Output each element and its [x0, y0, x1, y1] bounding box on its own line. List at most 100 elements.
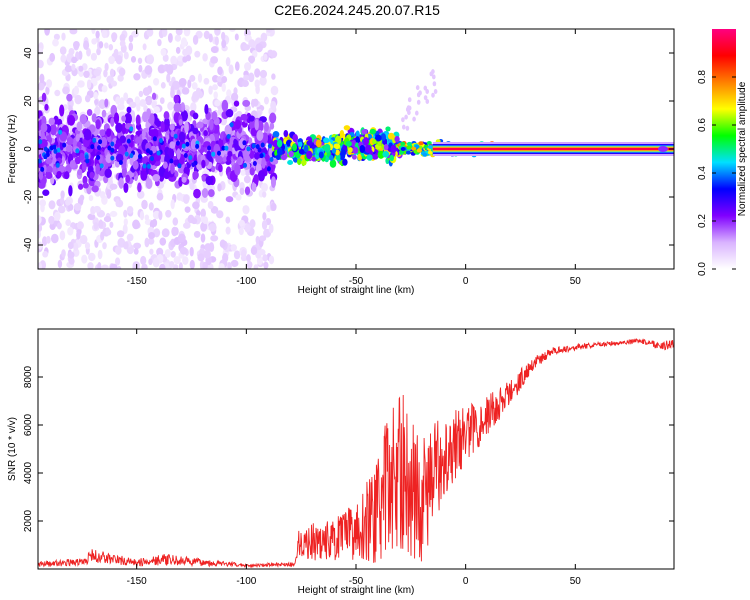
heatmap-cell: [211, 111, 218, 121]
heatmap-cell: [256, 130, 264, 141]
heatmap-cell: [91, 38, 97, 45]
heatmap-cell: [94, 106, 101, 116]
heatmap-cell: [144, 65, 153, 75]
heatmap-cell: [180, 102, 186, 112]
heatmap-cell: [138, 90, 144, 98]
heatmap-cell: [104, 42, 109, 49]
heatmap-cell: [255, 235, 260, 245]
heatmap-cell: [149, 113, 155, 126]
heatmap-cell: [59, 46, 67, 55]
heatmap-cell: [306, 140, 313, 146]
heatmap-cell: [230, 259, 239, 268]
heatmap-cell: [126, 138, 131, 144]
spectrogram-y-ticks: -40 -20 0 20 40: [23, 47, 674, 252]
heatmap-cell: [411, 146, 417, 151]
heatmap-cell: [76, 121, 83, 132]
heatmap-cell: [323, 137, 330, 144]
heatmap-cell: [244, 62, 252, 71]
heatmap-cell: [244, 223, 251, 233]
heatmap-cell: [81, 254, 88, 264]
heatmap-cell: [79, 113, 88, 125]
heatmap-cell: [43, 154, 48, 160]
heatmap-cell: [126, 106, 132, 114]
heatmap-cell: [182, 256, 189, 265]
heatmap-cell: [50, 233, 59, 244]
heatmap-cell: [38, 47, 44, 55]
heatmap-cell: [233, 250, 241, 260]
heatmap-cell: [318, 151, 324, 159]
heatmap-cell: [115, 257, 121, 266]
heatmap-cell: [382, 151, 390, 158]
heatmap-cell: [54, 89, 61, 97]
colorbar-tick-label: 0.0: [697, 262, 708, 276]
x-tick-label: -150: [127, 276, 147, 287]
heatmap-cell: [78, 70, 84, 77]
colorbar-bar: [712, 29, 736, 269]
heatmap-cell: [266, 166, 271, 172]
heatmap-cell: [213, 91, 218, 99]
heatmap-cell: [210, 235, 219, 242]
heatmap-cell: [164, 248, 171, 258]
heatmap-cell: [217, 150, 221, 156]
heatmap-cell: [169, 141, 176, 149]
heatmap-cell: [230, 92, 239, 102]
heatmap-cell: [75, 148, 80, 154]
heatmap-cell: [178, 119, 183, 126]
heatmap-cell: [108, 44, 114, 51]
heatmap-cell: [352, 146, 359, 154]
heatmap-cell: [177, 163, 182, 169]
heatmap-cell: [260, 142, 265, 148]
heatmap-cell: [189, 182, 195, 190]
heatmap-cell: [175, 29, 183, 36]
heatmap-cell: [67, 226, 74, 236]
heatmap-cell: [146, 29, 154, 37]
heatmap-cell: [292, 143, 297, 152]
heatmap-cell: [234, 61, 240, 71]
heatmap-cell: [87, 213, 96, 221]
heatmap-cell: [137, 57, 143, 64]
heatmap-cell: [142, 43, 147, 51]
heatmap-cell: [154, 117, 160, 126]
heatmap-cell: [244, 186, 251, 196]
y-tick-label: 0: [23, 146, 34, 152]
heatmap-cell: [235, 194, 242, 201]
heatmap-cell: [68, 185, 73, 197]
heatmap-cell: [124, 151, 129, 157]
heatmap-cell: [160, 120, 165, 133]
heatmap-cell: [158, 138, 163, 143]
heatmap-cell: [219, 239, 226, 249]
heatmap-cell: [121, 166, 128, 178]
heatmap-cell: [84, 242, 91, 250]
heatmap-cell: [52, 166, 57, 173]
heatmap-cell: [183, 153, 188, 158]
heatmap-cell: [156, 150, 161, 156]
heatmap-cell: [149, 248, 154, 255]
heatmap-cell: [101, 29, 108, 39]
heatmap-cell: [226, 89, 232, 98]
heatmap-cell: [205, 175, 214, 186]
heatmap-cell: [113, 48, 119, 58]
heatmap-cell: [81, 161, 87, 172]
heatmap-cell: [122, 224, 128, 235]
heatmap-cell: [253, 173, 259, 185]
heatmap-cell: [141, 199, 148, 210]
heatmap-cell: [406, 141, 412, 146]
heatmap-cell: [123, 182, 129, 193]
heatmap-cell: [264, 121, 269, 132]
heatmap-cell: [38, 170, 44, 181]
heatmap-cell: [110, 117, 115, 127]
heatmap-cell: [400, 147, 406, 151]
heatmap-cell: [48, 215, 55, 225]
heatmap-cell: [355, 136, 360, 143]
heatmap-cell: [226, 155, 231, 163]
heatmap-cell: [432, 74, 436, 80]
heatmap-cell: [178, 262, 183, 269]
heatmap-cell: [390, 144, 397, 153]
heatmap-cell: [196, 121, 204, 129]
colorbar-label: Normalized spectral amplitude: [737, 81, 748, 216]
heatmap-cell: [221, 82, 226, 92]
heatmap-cell: [416, 92, 421, 98]
heatmap-cell: [133, 242, 142, 249]
heatmap-cell: [172, 217, 179, 226]
